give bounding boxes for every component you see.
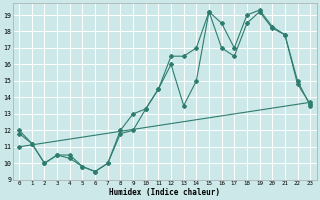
X-axis label: Humidex (Indice chaleur): Humidex (Indice chaleur) bbox=[109, 188, 220, 197]
